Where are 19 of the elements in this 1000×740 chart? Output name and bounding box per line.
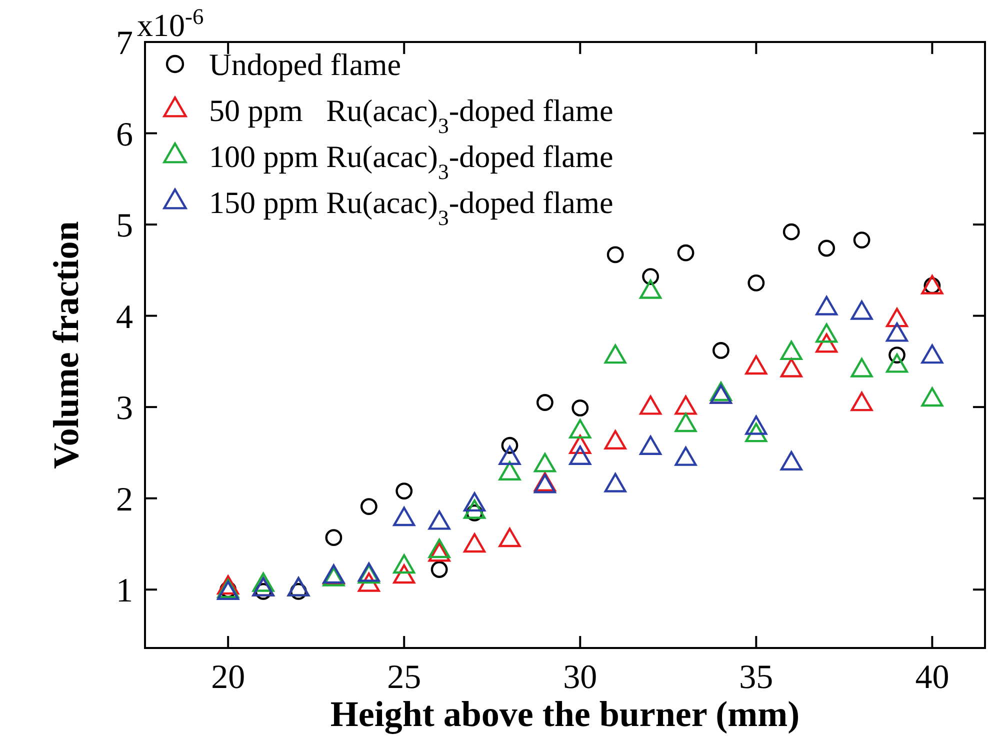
- legend-label: 50 ppm Ru(acac)$_{3}$-doped flame: [209, 93, 614, 138]
- y-tick-label: 7: [116, 25, 133, 62]
- x-tick-label: 35: [739, 659, 774, 696]
- y-tick-label: 6: [116, 116, 133, 154]
- x-tick-label: 40: [915, 659, 950, 696]
- legend-label: Undoped flame: [209, 47, 401, 82]
- y-tick-label: 3: [116, 390, 133, 428]
- x-tick-label: 30: [563, 659, 598, 696]
- legend-label: 100 ppm Ru(acac)$_{3}$-doped flame: [209, 139, 614, 184]
- y-tick-label: 5: [116, 208, 133, 245]
- annotation: x10$^{-6}$: [137, 4, 204, 43]
- y-tick-label: 2: [116, 481, 133, 518]
- x-tick-label: 20: [211, 659, 246, 696]
- y-tick-label: 4: [116, 298, 133, 336]
- x-tick-label: 25: [387, 659, 422, 696]
- y-tick-label: 1: [116, 572, 133, 610]
- y-axis-title: Volume fraction: [46, 221, 86, 469]
- legend-label: 150 ppm Ru(acac)$_{3}$-doped flame: [209, 185, 614, 230]
- x-axis-title: Height above the burner (mm): [330, 694, 800, 734]
